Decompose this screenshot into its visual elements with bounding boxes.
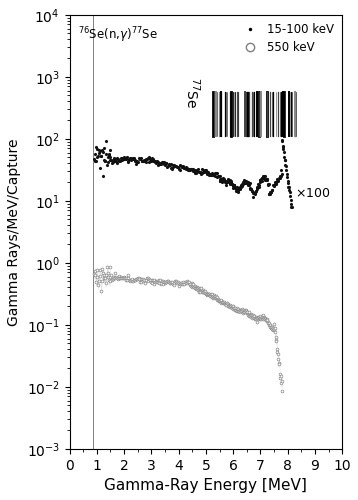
Legend: 15-100 keV, 550 keV: 15-100 keV, 550 keV (234, 18, 339, 59)
Text: $^{76}$Se(n,$\gamma$)$^{77}$Se: $^{76}$Se(n,$\gamma$)$^{77}$Se (78, 26, 158, 45)
Y-axis label: Gamma Rays/MeV/Capture: Gamma Rays/MeV/Capture (7, 138, 21, 326)
X-axis label: Gamma-Ray Energy [MeV]: Gamma-Ray Energy [MeV] (105, 478, 307, 493)
Text: $^{77}$Se: $^{77}$Se (183, 77, 202, 108)
Text: $\times$100: $\times$100 (295, 187, 330, 200)
